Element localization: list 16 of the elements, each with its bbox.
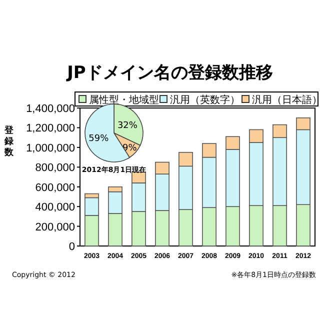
legend-label: 汎用（英数字）: [170, 94, 240, 106]
chart-title: JPドメイン名の登録数推移: [66, 63, 273, 83]
y-tick-label: 400,000: [35, 202, 75, 214]
data-label: 32%: [117, 120, 138, 131]
y-tick-label: 1,400,000: [26, 103, 75, 115]
legend-label: 属性型・地域型: [89, 94, 159, 106]
y-tick-label: 600,000: [35, 182, 75, 194]
data-label: 9%: [122, 143, 138, 154]
data-label: 59%: [88, 134, 110, 144]
y-tick-label: 1,200,000: [26, 122, 75, 135]
legend-label: 汎用（日本語）: [252, 94, 320, 106]
y-tick-label: 200,000: [35, 221, 75, 234]
y-axis-title: 登録数: [4, 125, 14, 158]
y-tick-label: 0: [68, 241, 75, 253]
y-tick-label: 800,000: [35, 162, 75, 174]
y-tick-label: 1,000,000: [26, 142, 75, 154]
